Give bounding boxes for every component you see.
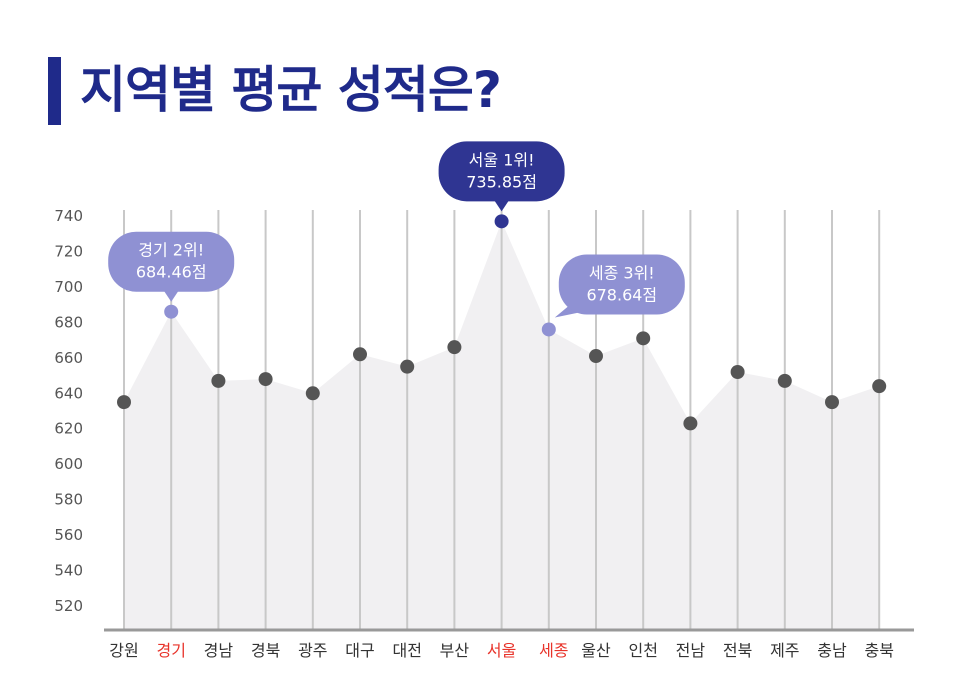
y-tick-label: 640: [54, 384, 83, 402]
x-tick-label: 충북: [864, 641, 893, 660]
data-point: [825, 395, 839, 410]
x-tick-label: 제주: [770, 641, 799, 660]
y-tick-label: 560: [54, 526, 83, 544]
x-tick-label: 인천: [628, 641, 657, 660]
data-point: [117, 395, 131, 410]
y-tick-label: 540: [54, 562, 83, 580]
x-tick-label: 대전: [392, 641, 421, 660]
data-point: [353, 347, 367, 362]
data-point: [447, 340, 462, 355]
x-tick-label: 경남: [204, 641, 234, 660]
y-tick-label: 520: [54, 597, 83, 615]
y-tick-label: 740: [54, 207, 83, 225]
annotation-score-label: 684.46점: [136, 263, 207, 282]
data-point: [258, 372, 273, 387]
x-tick-label: 충남: [817, 641, 847, 660]
data-point: [636, 331, 651, 346]
x-tick-label: 경기: [156, 641, 185, 660]
annotation-rank-label: 서울 1위!: [469, 150, 535, 169]
annotation-rank-label: 세종 3위!: [589, 263, 655, 282]
data-point: [683, 416, 698, 431]
annotation-bubble: [438, 141, 565, 202]
annotation-bubble-tail: [163, 289, 180, 302]
annotation-bubble: [108, 231, 235, 292]
data-point: [730, 365, 745, 379]
x-tick-label: 대구: [345, 641, 374, 660]
x-tick-label: 부산: [440, 641, 470, 660]
y-tick-label: 720: [54, 242, 83, 260]
y-tick-label: 600: [54, 455, 83, 473]
page-title: 지역별 평균 성적은?: [80, 61, 502, 119]
x-tick-label: 세종: [539, 641, 568, 660]
data-point: [872, 379, 887, 394]
data-point: [541, 322, 556, 337]
data-point: [777, 373, 792, 388]
x-tick-label: 광주: [298, 641, 327, 660]
data-point: [211, 373, 226, 388]
annotation-score-label: 735.85점: [466, 172, 537, 191]
annotation-rank-label: 경기 2위!: [138, 241, 204, 260]
x-tick-label: 전남: [676, 641, 706, 660]
y-tick-label: 580: [54, 491, 83, 509]
data-point: [589, 349, 603, 364]
annotation-score-label: 678.64점: [586, 285, 657, 304]
annotation-bubble: [558, 254, 685, 315]
data-point: [164, 304, 179, 319]
x-tick-label: 경북: [251, 641, 280, 660]
title-accent-bar: [48, 57, 61, 125]
y-tick-label: 620: [54, 420, 83, 438]
y-tick-label: 700: [54, 278, 83, 296]
x-tick-label: 강원: [109, 641, 138, 660]
annotation-bubble-tail: [493, 199, 510, 212]
data-point: [400, 359, 415, 374]
y-tick-label: 680: [54, 313, 83, 331]
x-tick-label: 울산: [581, 641, 611, 660]
x-tick-label: 서울: [487, 641, 516, 660]
data-point: [494, 214, 509, 229]
y-tick-label: 660: [54, 349, 83, 367]
x-tick-label: 전북: [723, 641, 752, 660]
data-point: [305, 386, 320, 401]
